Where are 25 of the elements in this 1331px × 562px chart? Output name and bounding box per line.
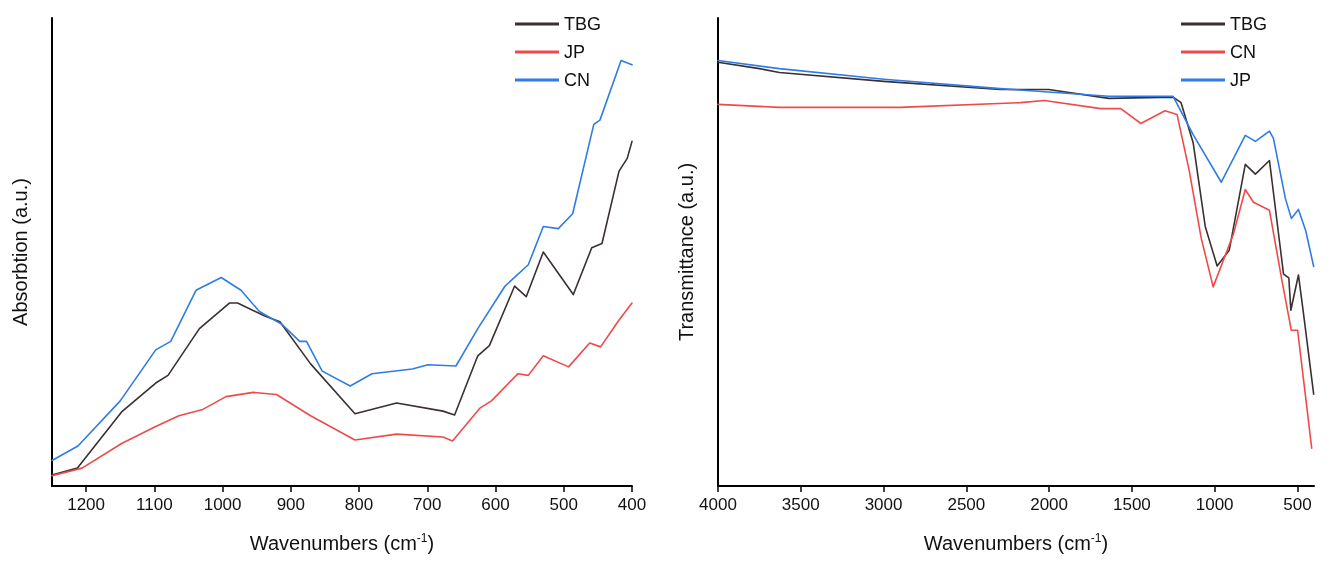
x-tick-label: 400 [617,495,647,514]
x-tick-label: 1100 [136,495,173,514]
x-tick-label: 1200 [67,495,106,514]
legend-label: TBG [1229,14,1267,34]
x-tick-label: 2000 [1029,495,1068,514]
x-tick-label: 3500 [781,495,820,514]
legend-label: CN [1229,42,1256,62]
x-tick-label: 4000 [698,495,737,514]
x-tick-label: 600 [481,495,510,514]
legend-label: TBG [564,14,602,34]
x-tick-label: 2500 [946,495,985,514]
legend-label: CN [564,70,590,90]
y-axis-title: Absorbtion (a.u.) [9,178,31,326]
x-tick-label: 800 [344,495,374,514]
y-axis-title: Transmittance (a.u.) [674,162,697,342]
x-tick-label: 1000 [1195,495,1234,514]
legend-label: JP [1229,70,1251,90]
x-tick-label: 700 [413,495,442,514]
x-tick-label: 1000 [203,495,242,514]
legend-label: JP [564,42,586,62]
x-tick-label: 3000 [864,495,902,514]
x-tick-label: 500 [549,495,578,514]
x-tick-label: 900 [276,495,306,514]
x-tick-label: 500 [1282,495,1312,514]
x-tick-label: 1500 [1112,495,1151,514]
